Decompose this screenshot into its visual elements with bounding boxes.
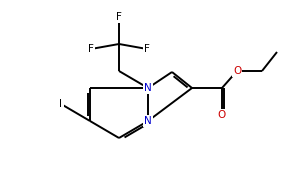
- Text: F: F: [88, 44, 94, 54]
- Text: N: N: [144, 116, 152, 126]
- Text: O: O: [233, 66, 241, 76]
- Text: O: O: [218, 110, 226, 120]
- Text: F: F: [144, 44, 150, 54]
- Text: F: F: [116, 12, 122, 22]
- Text: N: N: [144, 83, 152, 93]
- Text: I: I: [59, 99, 62, 109]
